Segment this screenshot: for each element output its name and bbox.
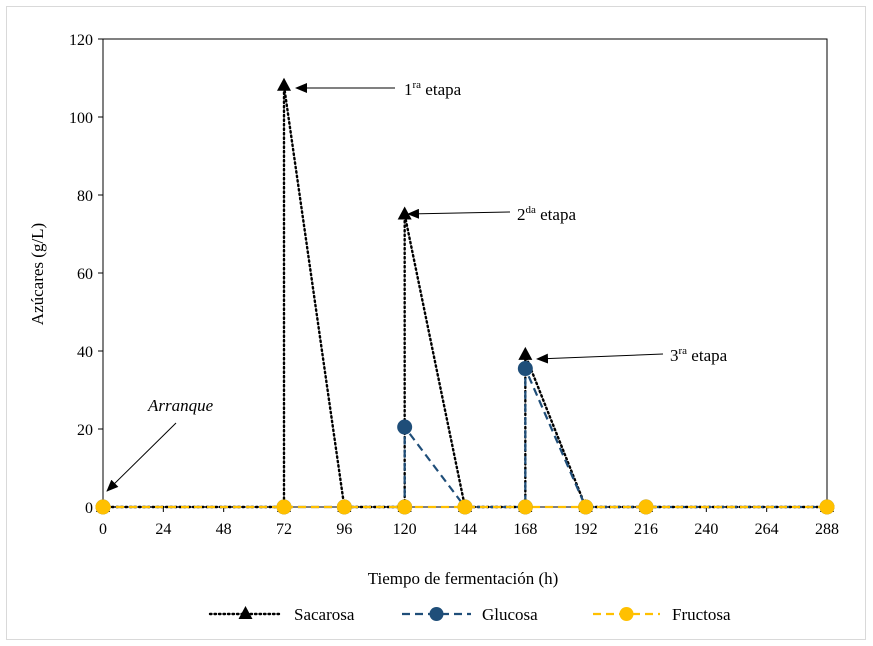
y-tick-label: 0 [85,500,93,517]
x-tick-label: 48 [216,521,232,538]
y-tick-label: 60 [77,266,93,283]
annotation-label: Arranque [147,396,214,415]
annotation-etapa2: 2da etapa [407,204,576,224]
data-point [397,499,413,515]
x-tick-label: 72 [276,521,292,538]
annotation-etapa3: 3ra etapa [536,345,728,365]
x-tick-label: 24 [155,521,171,538]
axis-ticks: 0 24 48 72 96 120 144 168 192 216 240 264 288 0 20 40 60… [69,32,839,538]
y-tick-label: 40 [77,344,93,361]
x-tick-label: 120 [393,521,417,538]
x-tick-label: 240 [694,521,718,538]
plot-border [102,38,828,508]
markers-fructosa [95,499,835,515]
legend-marker [238,606,253,619]
x-tick-label: 264 [755,521,779,538]
data-point [336,499,352,515]
data-point [397,419,413,435]
data-point [638,499,654,515]
series-line [103,368,827,509]
x-tick-label: 0 [99,521,107,538]
legend-item-sacarosa: Sacarosa [208,605,355,624]
y-axis-label: Azúcares (g/L) [28,223,47,325]
y-tick-label: 120 [69,32,93,49]
annotation-arrow [106,422,177,492]
x-tick-label: 288 [815,521,839,538]
series-glucosa [103,368,827,509]
data-point [578,499,594,515]
y-tick-label: 80 [77,188,93,205]
annotation-arrow [407,208,511,219]
x-tick-label: 144 [453,521,477,538]
legend-label: Fructosa [672,605,731,624]
y-tick-label: 100 [69,110,93,127]
legend-marker [619,607,634,621]
markers-glucosa [95,361,835,515]
annotation-label: 2da etapa [517,204,576,224]
series-sacarosa [101,85,829,509]
legend: Sacarosa Glucosa Fructosa [208,605,731,624]
annotation-label: 3ra etapa [670,345,728,365]
legend-marker [429,607,444,621]
annotation-etapa1: 1ra etapa [295,79,462,99]
x-tick-label: 216 [634,521,658,538]
data-point [517,361,533,377]
x-tick-label: 96 [336,521,352,538]
data-point [277,77,291,91]
data-point [397,206,412,220]
plot-area [102,38,828,508]
data-point [457,499,473,515]
series-layer [95,77,835,515]
series-line [101,85,829,509]
data-point [518,346,533,360]
data-point [819,499,835,515]
chart-frame [6,6,866,640]
data-point [276,499,292,515]
markers-sacarosa [96,77,834,512]
x-tick-label: 168 [513,521,537,538]
legend-item-fructosa: Fructosa [593,605,731,624]
legend-label: Glucosa [482,605,538,624]
y-tick-label: 20 [77,422,93,439]
annotations: Arranque 1ra etapa 2da etapa 3ra etapa [106,79,728,492]
data-point [95,499,111,515]
annotation-arrow [536,353,664,364]
legend-item-glucosa: Glucosa [402,605,538,624]
x-tick-label: 192 [574,521,598,538]
legend-label: Sacarosa [294,605,355,624]
annotation-label: 1ra etapa [404,79,462,99]
annotation-arranque: Arranque [106,396,214,492]
data-point [517,499,533,515]
x-axis-label: Tiempo de fermentación (h) [368,569,559,588]
